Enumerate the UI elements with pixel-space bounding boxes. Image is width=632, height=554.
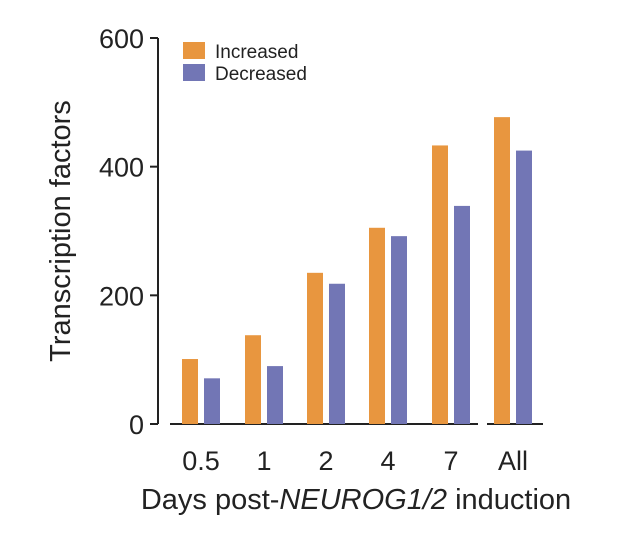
x-axis-title-italic: NEUROG1/2 [279, 484, 447, 516]
bars-group [182, 117, 532, 425]
legend-label-increased: Increased [215, 42, 298, 63]
bar-decreased-2 [329, 283, 345, 424]
x-tick-label: 4 [380, 446, 395, 476]
y-tick-label: 400 [99, 153, 144, 183]
y-tick-label: 0 [129, 410, 144, 440]
x-axis-title-prefix: Days post- [141, 484, 280, 516]
x-tick-label: 7 [443, 446, 458, 476]
bar-increased-2 [307, 272, 323, 424]
x-tick-label: All [498, 446, 528, 476]
bar-increased-all [494, 117, 510, 424]
legend-swatch-decreased [183, 64, 205, 81]
x-tick-label: 2 [318, 446, 333, 476]
x-tick-label: 1 [256, 446, 271, 476]
bar-increased-4 [369, 227, 385, 424]
bar-decreased-4 [391, 236, 407, 424]
y-tick-label: 200 [99, 281, 144, 311]
bar-decreased-0.5 [204, 378, 220, 424]
bar-increased-1 [245, 335, 261, 424]
legend-label-decreased: Decreased [215, 64, 307, 85]
x-axis-ticks: 0.5 1 2 4 7 All [182, 446, 528, 476]
bar-decreased-all [516, 150, 532, 425]
bar-decreased-1 [267, 366, 283, 424]
y-axis-ticks: 0 200 400 600 [99, 24, 158, 440]
bar-decreased-7 [454, 205, 470, 424]
legend-swatch-increased [183, 42, 205, 59]
legend: Increased Decreased [183, 42, 307, 85]
bar-increased-7 [432, 145, 448, 425]
bar-increased-0.5 [182, 359, 198, 424]
y-axis-title: Transcription factors [45, 100, 77, 362]
x-tick-label: 0.5 [182, 446, 220, 476]
y-tick-label: 600 [99, 24, 144, 54]
x-axis-title: Days post-NEUROG1/2 induction [141, 484, 571, 516]
x-axis-title-suffix: induction [447, 484, 571, 516]
